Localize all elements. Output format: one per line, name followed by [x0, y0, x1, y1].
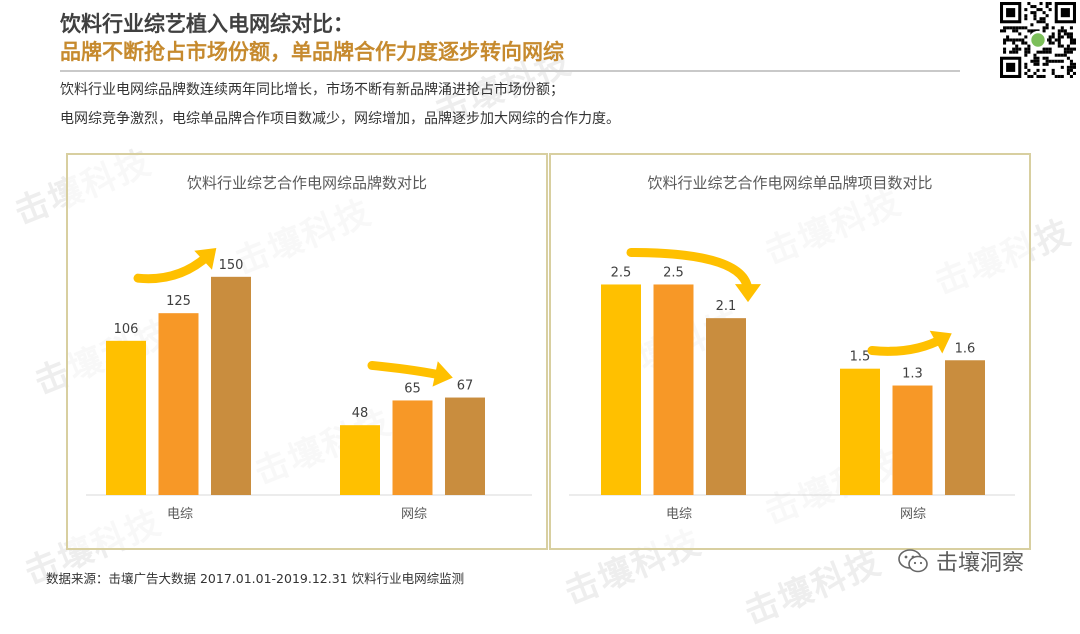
category-label: 电综	[167, 507, 193, 522]
data-label: 67	[457, 379, 474, 394]
bar	[211, 276, 251, 495]
wechat-icon	[898, 549, 928, 573]
category-label: 网综	[900, 507, 926, 522]
data-source-note: 数据来源：击壤广告大数据 2017.01.01-2019.12.31 饮料行业电…	[46, 571, 465, 586]
data-label: 1.5	[850, 350, 871, 365]
trend-up-arrow-icon	[367, 360, 453, 387]
data-label: 2.1	[716, 299, 737, 314]
title-divider	[60, 70, 960, 72]
page-subtitle: 品牌不断抢占市场份额，单品牌合作力度逐步转向网综	[60, 40, 564, 64]
bar	[945, 360, 985, 495]
data-label: 1.3	[902, 367, 923, 382]
bar	[601, 284, 641, 495]
page-title: 饮料行业综艺植入电网综对比：	[60, 12, 354, 36]
brand-count-chart-plot: 106 125 150 电综 48 65 67 网综	[86, 248, 532, 522]
title-block: 饮料行业综艺植入电网综对比： 品牌不断抢占市场份额，单品牌合作力度逐步转向网综	[60, 10, 564, 66]
data-label: 150	[219, 258, 244, 273]
summary-line-2: 电网综竞争激烈，电综单品牌合作项目数减少，网综增加，品牌逐步加大网综的合作力度。	[60, 111, 620, 127]
summary-text: 饮料行业电网综品牌数连续两年同比增长，市场不断有新品牌涌进抢占市场份额； 电网综…	[60, 76, 620, 134]
data-label: 106	[114, 322, 139, 337]
project-count-chart: 饮料行业综艺合作电网综单品牌项目数对比 2.5 2.5 2.1 电综 1.5 1.3 1.6…	[549, 153, 1031, 550]
bar	[340, 425, 380, 495]
category-label: 电综	[666, 507, 692, 522]
bar	[892, 385, 933, 495]
category-label: 网综	[401, 507, 427, 522]
brand-count-chart: 饮料行业综艺合作电网综品牌数对比 106 125 150 电综 48 65 67 网综	[66, 153, 548, 550]
data-label: 48	[352, 406, 369, 421]
bar	[706, 318, 746, 495]
bar	[840, 368, 880, 495]
data-label: 65	[404, 381, 421, 396]
brand-label: 击壤洞察	[936, 551, 1025, 576]
trend-down-arrow-icon	[626, 247, 761, 303]
chart-title: 饮料行业综艺合作电网综单品牌项目数对比	[647, 174, 933, 192]
bar	[653, 284, 694, 495]
brand-signature: 击壤洞察	[898, 545, 1024, 577]
trend-up-arrow-icon	[867, 330, 952, 356]
chart-title: 饮料行业综艺合作电网综品牌数对比	[186, 174, 427, 192]
data-label: 1.6	[955, 341, 976, 356]
bar	[392, 400, 433, 495]
data-label: 2.5	[663, 265, 684, 280]
bar	[106, 340, 146, 495]
project-count-chart-plot: 2.5 2.5 2.1 电综 1.5 1.3 1.6 网综	[569, 247, 1015, 522]
qr-code	[1000, 2, 1076, 78]
bar	[445, 397, 485, 495]
data-label: 125	[166, 294, 191, 309]
summary-line-1: 饮料行业电网综品牌数连续两年同比增长，市场不断有新品牌涌进抢占市场份额；	[60, 82, 564, 98]
trend-up-arrow-icon	[133, 248, 217, 284]
data-label: 2.5	[611, 265, 632, 280]
bar	[158, 313, 199, 495]
